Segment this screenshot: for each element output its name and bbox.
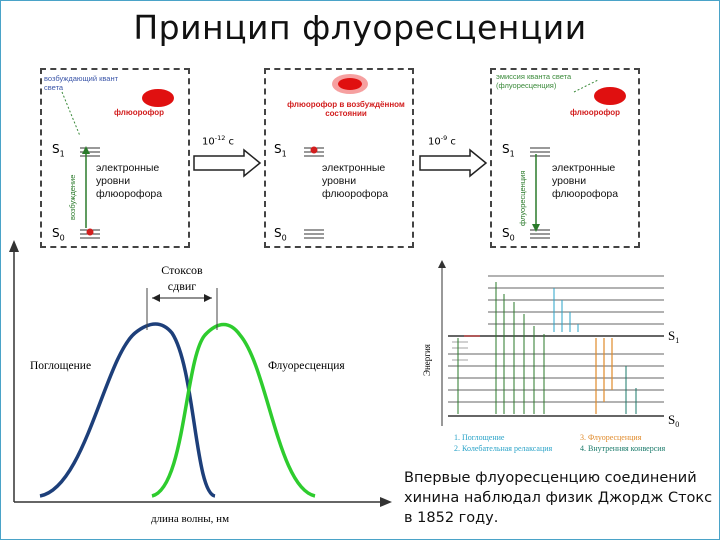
jablonski-diagram: Энергия S1 S0 1. Поглоще [418,258,708,458]
fluorescence-arrows [596,338,612,414]
fluorescence-curve [152,325,315,497]
transition-time-2: 10-9 с [428,134,456,147]
legend-conversion: 4. Внутренняя конверсия [580,444,666,453]
energy-label: Энергия [422,344,432,376]
absorption-arrows [458,282,544,414]
panel-excitation: возбуждающий квант света флюорофор S1 S0… [40,68,190,248]
fluorophore-label: флюорофор [570,108,620,117]
legend-fluorescence: 3. Флуоресценция [580,433,642,442]
levels-text: электронные уровни флюорофора [96,162,176,201]
s1-label: S1 [52,142,65,158]
relaxation-arrows [554,288,578,332]
vertical-label: флуоресценция [518,171,527,226]
s0-small-levels [452,342,468,366]
stokes-label-1: Стоксов [161,263,203,277]
panel-excited: флюорофор в возбуждённом состоянии S1 S0… [264,68,414,248]
s1-label: S1 [502,142,515,158]
vertical-label: возбуждение [68,175,77,220]
fluorophore-label: флюорофор [114,108,164,117]
legend-absorption: 1. Поглощение [454,433,505,442]
panel-emission: эмиссия кванта света (флуоресценция) флю… [490,68,640,248]
levels-text: электронные уровни флюорофора [322,162,402,201]
s1-label: S1 [668,328,679,345]
legend-relaxation: 2. Колебательная релаксация [454,444,553,453]
spectrum-chart: Стоксов сдвиг Поглощение Флуоресценция д… [0,238,400,540]
absorption-label: Поглощение [30,360,91,372]
transition-arrow-1 [192,148,262,178]
x-axis-label: длина волны, нм [151,513,229,525]
stokes-label-2: сдвиг [168,279,197,293]
fluorophore-excited-label: флюорофор в возбуждённом состоянии [286,100,406,118]
transition-arrow-2 [418,148,488,178]
panel2-graphics [266,70,412,246]
transition-time-1: 10-12 с [202,134,234,147]
levels-text: электронные уровни флюорофора [552,162,632,201]
s1-levels [448,276,664,336]
fluorescence-label: Флуоресценция [268,360,345,372]
s1-label: S1 [274,142,287,158]
s0-label: S0 [502,226,515,242]
absorption-curve [40,324,215,496]
s0-levels [448,354,664,416]
s0-label: S0 [668,412,679,429]
page-title: Принцип флуоресценции [0,8,720,47]
history-note: Впервые флуоресценцию соединений хинина … [404,468,714,528]
